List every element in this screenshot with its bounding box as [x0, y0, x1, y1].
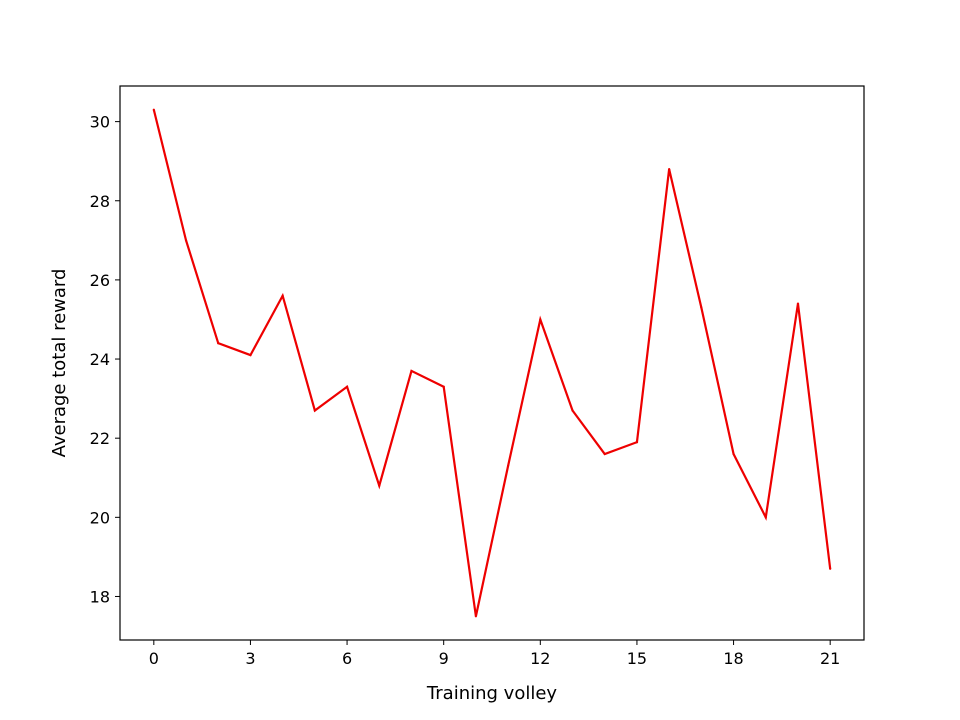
data-point: [313, 409, 316, 412]
y-tick-label: 24: [90, 350, 110, 369]
data-point: [474, 615, 477, 618]
data-point: [507, 464, 510, 467]
plot-area-frame: [119, 85, 865, 641]
x-axis-ticks: 0 3 6 9 12 15 18 21: [149, 640, 840, 668]
data-point: [796, 302, 800, 305]
data-point: [764, 516, 767, 519]
y-tick-label: 30: [90, 113, 110, 132]
y-tick-label: 22: [90, 429, 110, 448]
data-point: [603, 452, 606, 456]
data-point: [184, 239, 188, 242]
y-axis-ticks: 18 20 22 24 26 28 30: [90, 113, 120, 606]
x-tick-label: 21: [820, 649, 840, 668]
y-tick-label: 18: [90, 587, 110, 606]
data-point: [700, 306, 703, 309]
x-tick-label: 0: [149, 649, 159, 668]
data-point: [539, 318, 542, 321]
x-tick-label: 9: [439, 649, 449, 668]
x-tick-label: 12: [530, 649, 550, 668]
x-tick-label: 6: [342, 649, 352, 668]
x-tick-label: 18: [723, 649, 743, 668]
data-point: [378, 484, 381, 487]
data-point: [668, 168, 671, 171]
x-axis-title: Training volley: [426, 683, 557, 704]
y-axis-title: Average total reward: [49, 269, 70, 458]
y-tick-label: 26: [90, 271, 110, 290]
data-point: [152, 108, 155, 111]
data-point: [732, 452, 735, 456]
y-tick-label: 28: [90, 192, 110, 211]
data-point: [281, 294, 284, 297]
y-tick-label: 20: [90, 508, 110, 527]
data-point: [571, 409, 574, 412]
series-line: [152, 109, 832, 617]
data-point: [635, 441, 639, 444]
data-point: [249, 353, 252, 357]
data-point: [829, 567, 832, 570]
data-point: [345, 385, 349, 388]
series-layer: [152, 108, 832, 618]
x-tick-label: 3: [245, 649, 255, 668]
data-point: [217, 342, 220, 345]
data-point: [410, 369, 413, 373]
x-tick-label: 15: [627, 649, 647, 668]
data-point: [442, 385, 445, 388]
